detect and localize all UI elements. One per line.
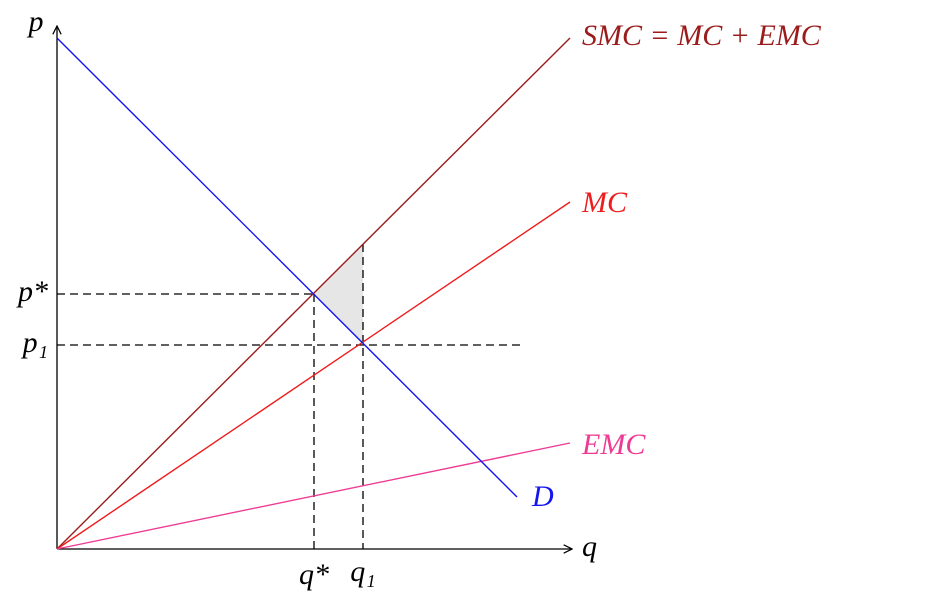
q1-label: q₁: [350, 555, 375, 588]
demand-label: D: [531, 480, 554, 513]
p-star-label: p*: [16, 275, 48, 308]
mc-curve: [56, 201, 571, 550]
x-axis-label: q: [582, 530, 597, 563]
smc-label: SMC = MC + EMC: [582, 19, 822, 52]
emc-label: EMC: [581, 428, 646, 461]
y-axis-label: p: [27, 5, 44, 38]
q-star-label: q*: [299, 558, 329, 591]
mc-label: MC: [581, 186, 628, 219]
p1-label: p₁: [21, 326, 48, 359]
deadweight-loss: [314, 244, 363, 345]
demand-curve: [56, 37, 518, 498]
emc-curve: [56, 442, 571, 550]
